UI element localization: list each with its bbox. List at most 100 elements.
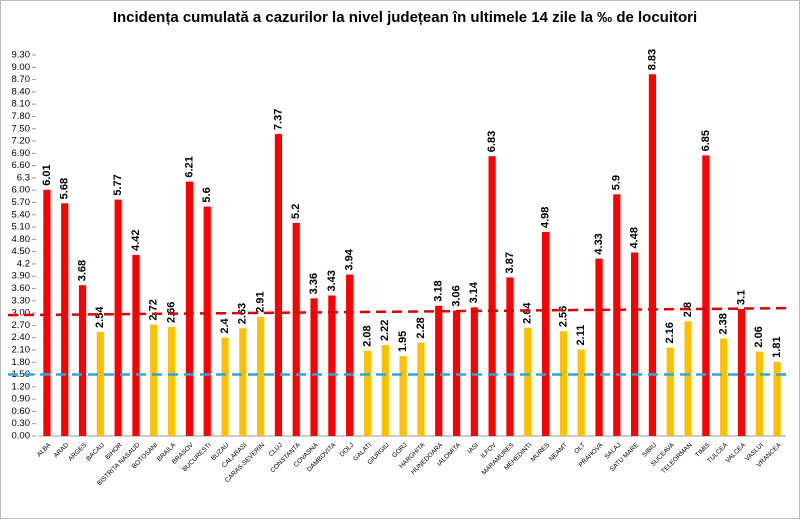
y-tick-label: 0.60 [12, 406, 31, 417]
value-label: 3.14 [468, 281, 480, 303]
y-tick-label: 6.90 [12, 148, 31, 159]
value-label: 2.08 [361, 325, 373, 346]
value-label: 3.68 [76, 260, 88, 281]
bar [488, 156, 496, 437]
value-label: 3.1 [735, 290, 747, 305]
bar [613, 194, 621, 436]
bar [399, 356, 407, 436]
bar [720, 338, 728, 436]
value-label: 2.72 [148, 299, 160, 320]
value-label: 2.63 [237, 303, 249, 324]
value-label: 2.28 [415, 317, 427, 338]
y-tick-label: 4.2 [17, 258, 30, 269]
y-tick-label: 2.40 [12, 332, 31, 343]
bar [684, 321, 692, 436]
y-tick-label: 7.20 [12, 136, 31, 147]
value-label: 5.2 [290, 204, 302, 219]
value-label: 2.16 [664, 322, 676, 343]
bar [114, 199, 122, 436]
value-label: 2.56 [557, 306, 569, 327]
value-label: 6.21 [183, 156, 195, 177]
bar [310, 298, 318, 436]
bar [773, 361, 781, 436]
bar [185, 181, 193, 436]
y-tick-label: 8.10 [12, 99, 31, 110]
y-tick-label: 3.60 [12, 283, 31, 294]
bar [506, 277, 514, 436]
value-label: 3.36 [308, 273, 320, 294]
bar [96, 331, 104, 436]
value-label: 2.54 [94, 306, 106, 328]
bar [61, 203, 69, 436]
value-label: 3.43 [326, 270, 338, 291]
y-tick-label: 8.70 [12, 74, 31, 85]
bar [648, 74, 657, 437]
value-label: 3.94 [344, 248, 356, 270]
value-label: 4.42 [130, 230, 142, 251]
y-tick-label: 5.70 [12, 197, 31, 208]
y-tick-label: 8.40 [12, 86, 31, 97]
bar [292, 222, 300, 436]
bar [541, 231, 550, 436]
bar [435, 305, 443, 436]
bar [577, 349, 585, 436]
value-label: 5.77 [112, 174, 124, 195]
y-tick-label: 3.90 [12, 271, 31, 282]
value-label: 5.68 [59, 178, 71, 199]
value-label: 2.91 [255, 291, 267, 312]
bar [167, 327, 176, 436]
value-label: 1.81 [771, 336, 783, 357]
value-label: 2.38 [718, 313, 730, 334]
value-label: 2.11 [575, 325, 587, 346]
value-label: 2.22 [379, 320, 391, 341]
bar [470, 307, 478, 436]
y-tick-label: 5.40 [12, 209, 31, 220]
y-tick-label: 1.50 [12, 369, 31, 380]
bar [328, 295, 336, 436]
y-tick-label: 7.50 [12, 123, 31, 134]
bar [417, 342, 425, 436]
bar [737, 309, 746, 436]
reference-line [7, 306, 787, 317]
bar [666, 347, 674, 436]
value-label: 6.01 [41, 164, 53, 185]
value-label: 8.83 [646, 49, 658, 70]
value-label: 3.87 [504, 252, 516, 273]
value-label: 2.66 [165, 302, 177, 323]
bar [381, 345, 389, 436]
bar [239, 328, 247, 436]
value-label: 7.37 [272, 109, 284, 130]
y-tick-label: 4.80 [12, 234, 31, 245]
y-tick-label: 2.10 [12, 344, 31, 355]
y-tick-label: 0.30 [12, 418, 31, 429]
value-label: 3.06 [450, 285, 462, 306]
value-label: 3.18 [433, 280, 445, 301]
bar [257, 316, 265, 436]
value-label: 2.06 [753, 326, 765, 347]
bar [755, 351, 763, 436]
bar [524, 327, 532, 436]
bar [595, 258, 603, 436]
bar [363, 350, 372, 436]
value-label: 2.64 [522, 302, 534, 324]
y-tick-label: 4.50 [12, 246, 31, 257]
y-tick-label: 7.80 [12, 111, 31, 122]
y-tick-label: 5.10 [12, 222, 31, 233]
chart-title: Incidența cumulată a cazurilor la nivel … [113, 9, 697, 26]
bar [274, 134, 283, 436]
value-label: 4.33 [593, 233, 605, 254]
value-label: 4.48 [629, 227, 641, 248]
y-tick-label: 0.90 [12, 394, 31, 405]
value-label: 5.9 [611, 175, 623, 190]
y-tick-label: 6.00 [12, 185, 31, 196]
y-tick-label: 6.3 [17, 172, 30, 183]
value-label: 1.95 [397, 331, 409, 352]
bar [559, 331, 567, 436]
y-tick-label: 2.70 [12, 320, 31, 331]
bar [221, 337, 229, 436]
bar [346, 274, 354, 436]
value-label: 6.83 [486, 131, 498, 152]
y-tick-label: 1.20 [12, 381, 31, 392]
